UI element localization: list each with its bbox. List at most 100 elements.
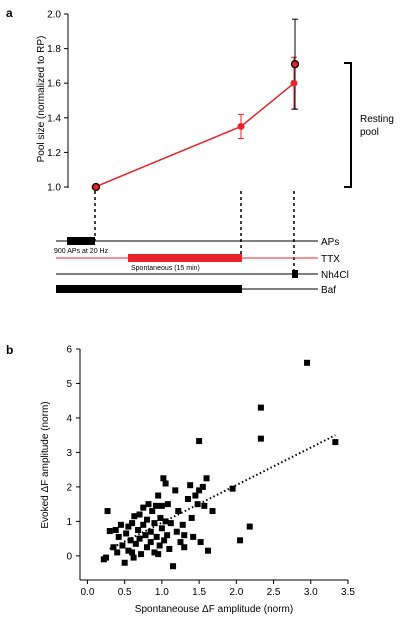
panel-b-label: b	[6, 343, 13, 357]
scatter-point	[151, 520, 158, 527]
scatter-point	[132, 540, 139, 547]
x-tick-label: 0.5	[118, 587, 132, 598]
y-tick-label: 2.0	[47, 10, 61, 21]
y-tick-label: 6	[66, 345, 72, 356]
y-axis-label: Evoked ΔF amplitude (norm)	[40, 401, 51, 528]
scatter-point	[136, 535, 143, 542]
scatter-point	[135, 527, 142, 534]
scatter-point	[104, 508, 111, 515]
scatter-point	[229, 485, 236, 492]
scatter-point	[197, 539, 204, 546]
data-point	[290, 60, 300, 69]
scatter-point	[188, 514, 195, 521]
bracket-label-line-2: pool	[360, 127, 379, 138]
scatter-point	[203, 475, 210, 482]
scatter-point	[130, 554, 137, 561]
data-point	[237, 122, 245, 130]
scatter-point	[161, 537, 168, 544]
y-tick-label: 1.2	[47, 148, 61, 159]
scatter-point	[173, 528, 180, 535]
protocol-timeline: 900 APs at 20 Hz APs Spontaneous (15 min…	[54, 237, 349, 296]
scatter-point	[166, 545, 173, 552]
scatter-point	[179, 521, 186, 528]
scatter-point	[140, 504, 147, 511]
y-ticks: 1.0 1.2 1.4 1.6 1.8 2.0	[47, 10, 68, 194]
protocol-bar-nh4cl	[292, 270, 298, 278]
scatter-point	[162, 518, 169, 525]
protocol-row-label-baf: Baf	[321, 285, 336, 296]
y-tick-label: 3	[66, 448, 72, 459]
scatter-point	[162, 480, 169, 487]
y-ticks: 0 1 2 3 4 5 6	[66, 345, 80, 562]
scatter-point	[164, 532, 171, 539]
scatter-point	[155, 551, 162, 558]
x-tick-label: 1.5	[192, 587, 206, 598]
y-axis-label: Pool size (normalized to RP)	[36, 36, 47, 163]
scatter-point	[201, 502, 208, 509]
scatter-point	[199, 483, 206, 490]
scatter-point	[246, 523, 253, 530]
protocol-row-label-ttx: TTX	[321, 254, 340, 265]
scatter-point	[127, 537, 134, 544]
y-tick-label: 1.8	[47, 44, 61, 55]
data-points	[91, 60, 300, 192]
scatter-point	[157, 514, 164, 521]
bracket-label-line-1: Resting	[360, 114, 394, 125]
scatter-point	[140, 521, 147, 528]
scatter-point	[144, 516, 150, 523]
panel-a-label: a	[6, 6, 13, 20]
y-tick-label: 1.6	[47, 79, 61, 90]
scatter-point	[184, 495, 191, 502]
scatter-point	[209, 508, 216, 515]
scatter-point	[158, 502, 165, 509]
scatter-points	[100, 359, 339, 570]
scatter-point	[156, 542, 163, 549]
scatter-point	[149, 508, 156, 515]
scatter-point	[172, 487, 179, 494]
scatter-point	[304, 359, 311, 366]
scatter-point	[129, 549, 136, 556]
scatter-point	[147, 539, 154, 546]
scatter-point	[170, 563, 177, 570]
x-tick-label: 3.0	[304, 587, 318, 598]
y-tick-label: 2	[66, 482, 72, 493]
data-point	[290, 79, 298, 87]
drop-lines	[94, 191, 295, 274]
scatter-point	[152, 502, 159, 509]
scatter-point	[192, 492, 199, 499]
scatter-point	[187, 482, 194, 489]
trendline	[109, 434, 336, 550]
y-tick-label: 1	[66, 517, 72, 528]
scatter-point	[153, 533, 160, 540]
scatter-point	[332, 439, 339, 446]
scatter-point	[114, 549, 121, 556]
scatter-point	[119, 542, 126, 549]
scatter-point	[145, 501, 152, 508]
scatter-point	[177, 539, 184, 546]
protocol-bar-label-ttx: Spontaneous (15 min)	[131, 265, 200, 272]
protocol-bar-baf	[56, 285, 242, 293]
protocol-row-label-nh4cl: Nh4Cl	[321, 270, 349, 281]
scatter-point	[257, 404, 264, 411]
scatter-point	[205, 547, 212, 554]
panel-b-chart: 0 1 2 3 4 5 6 0.0 0.5 1.0 1.5 2.0 2.5 3.0 3.5 Evoked …	[40, 345, 355, 616]
y-tick-label: 1.0	[47, 183, 61, 194]
scatter-point	[181, 532, 188, 539]
scatter-point	[115, 533, 122, 540]
y-tick-label: 0	[66, 551, 72, 562]
scatter-point	[144, 544, 150, 551]
scatter-point	[142, 532, 149, 539]
scatter-point	[175, 508, 182, 515]
scatter-point	[103, 554, 110, 561]
x-tick-label: 2.0	[229, 587, 243, 598]
data-point	[91, 182, 101, 192]
scatter-point	[257, 435, 264, 442]
scatter-point	[125, 523, 132, 530]
x-tick-label: 0.0	[80, 587, 94, 598]
scatter-point	[147, 528, 154, 535]
scatter-point	[160, 475, 167, 482]
scatter-point	[181, 544, 188, 551]
scatter-point	[194, 501, 201, 508]
resting-pool-bracket	[344, 62, 352, 188]
